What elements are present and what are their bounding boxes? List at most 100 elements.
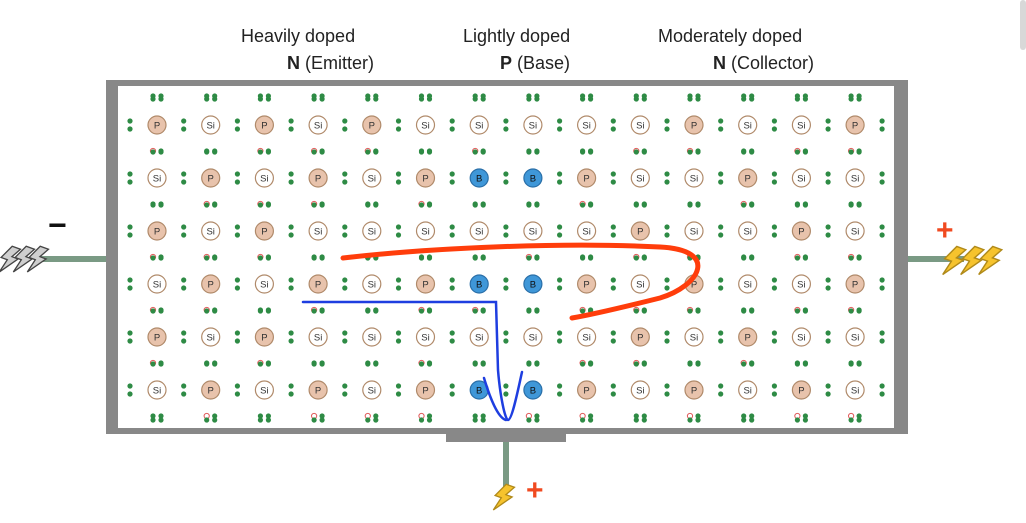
phosphorus-atom: P — [791, 380, 812, 400]
valence-electron — [503, 126, 509, 132]
silicon-atom: Si — [469, 221, 489, 241]
valence-electron — [127, 232, 133, 238]
silicon-atom-label: Si — [421, 121, 429, 132]
valence-electron — [426, 413, 433, 419]
phosphorus-atom-circle — [576, 380, 597, 400]
silicon-atom: Si — [523, 115, 543, 135]
phosphorus-atom: P — [684, 115, 704, 135]
valence-electron — [288, 126, 294, 132]
valence-electron — [825, 118, 831, 124]
valence-electron — [825, 224, 831, 230]
silicon-atom-circle — [684, 221, 704, 241]
lightning-bolt-shape — [12, 245, 36, 273]
left-wire — [40, 256, 110, 262]
silicon-atom: Si — [362, 274, 382, 294]
valence-electron — [825, 277, 831, 283]
silicon-atom-label: Si — [851, 386, 859, 397]
valence-electron — [771, 126, 778, 132]
valence-electron — [503, 383, 509, 389]
silicon-atom-label: Si — [690, 333, 698, 344]
silicon-atom-circle — [738, 115, 758, 135]
silicon-atom-label: Si — [260, 386, 268, 397]
valence-electron — [127, 171, 133, 177]
lightning-bolt-shape — [26, 245, 50, 273]
phosphorus-atom: P — [845, 115, 865, 135]
valence-electron — [580, 93, 586, 99]
valence-electron — [695, 413, 701, 419]
valence-electron — [771, 224, 778, 230]
valence-electron — [794, 308, 801, 314]
phosphorus-atom: P — [308, 274, 328, 294]
valence-electron — [212, 255, 218, 261]
valence-electron — [741, 417, 747, 423]
valence-electron — [395, 171, 402, 177]
valence-electron — [879, 126, 885, 132]
phosphorus-atom-label: P — [852, 280, 858, 291]
valence-electron — [802, 417, 809, 423]
valence-electron — [480, 361, 486, 367]
valence-electron — [664, 224, 670, 230]
valence-electron — [580, 308, 586, 314]
valence-electron — [664, 330, 670, 336]
phosphorus-atom-circle — [254, 327, 274, 347]
lightning-bolt-icon — [978, 245, 1004, 276]
collector-positive-sign: + — [936, 214, 954, 247]
crystal-lattice: P Si P Si P Si Si Si Si Si P Si Si P Si P Si P Si P B B P Si Si P… — [127, 93, 885, 423]
valence-electron — [181, 126, 187, 132]
valence-electron — [557, 338, 563, 344]
phosphorus-atom: P — [415, 274, 436, 294]
boron-atom-label: B — [530, 174, 536, 185]
valence-electron — [749, 255, 755, 261]
silicon-atom-label: Si — [851, 174, 859, 185]
valence-electron — [879, 330, 885, 336]
valence-electron — [718, 224, 724, 230]
valence-electron — [641, 255, 647, 261]
valence-electron — [718, 171, 724, 177]
valence-electron — [257, 361, 263, 367]
valence-electron — [311, 361, 317, 367]
phosphorus-atom: P — [415, 168, 436, 188]
phosphorus-atom: P — [254, 327, 274, 347]
phosphorus-atom: P — [254, 221, 274, 241]
valence-electron — [802, 361, 809, 367]
phosphorus-atom-label: P — [745, 174, 751, 185]
valence-electron — [158, 93, 164, 99]
boron-atom: B — [523, 380, 543, 400]
valence-electron — [856, 417, 862, 423]
valence-electron — [342, 277, 348, 283]
silicon-atom: Si — [630, 168, 650, 188]
silicon-atom: Si — [738, 380, 758, 400]
phosphorus-atom-circle — [845, 274, 865, 294]
silicon-atom-label: Si — [582, 227, 590, 238]
valence-electron — [588, 413, 594, 419]
valence-electron — [526, 255, 532, 261]
valence-electron — [664, 338, 670, 344]
valence-electron — [319, 413, 325, 419]
lightning-bolt-icon — [942, 245, 968, 276]
phosphorus-atom-label: P — [154, 121, 160, 132]
phosphorus-atom-label: P — [261, 121, 267, 132]
valence-electron — [588, 149, 594, 155]
valence-electron — [181, 277, 187, 283]
valence-electron — [204, 255, 210, 261]
phosphorus-atom: P — [201, 168, 221, 188]
valence-electron — [794, 202, 801, 208]
silicon-atom-circle — [362, 380, 382, 400]
silicon-atom-circle — [147, 274, 167, 294]
base-name: (Base) — [517, 53, 571, 73]
silicon-atom-circle — [147, 168, 167, 188]
valence-electron — [472, 413, 478, 419]
silicon-atom: Si — [147, 380, 167, 400]
valence-electron — [212, 93, 218, 99]
valence-electron — [687, 308, 693, 314]
valence-electron — [288, 330, 294, 336]
silicon-atom-label: Si — [475, 121, 483, 132]
valence-electron — [610, 330, 616, 336]
valence-electron — [771, 285, 778, 291]
valence-electron — [472, 93, 478, 99]
valence-electron — [234, 118, 240, 124]
frame-left — [106, 80, 118, 434]
scrollbar-thumb[interactable] — [1020, 0, 1026, 50]
valence-electron — [741, 361, 747, 367]
